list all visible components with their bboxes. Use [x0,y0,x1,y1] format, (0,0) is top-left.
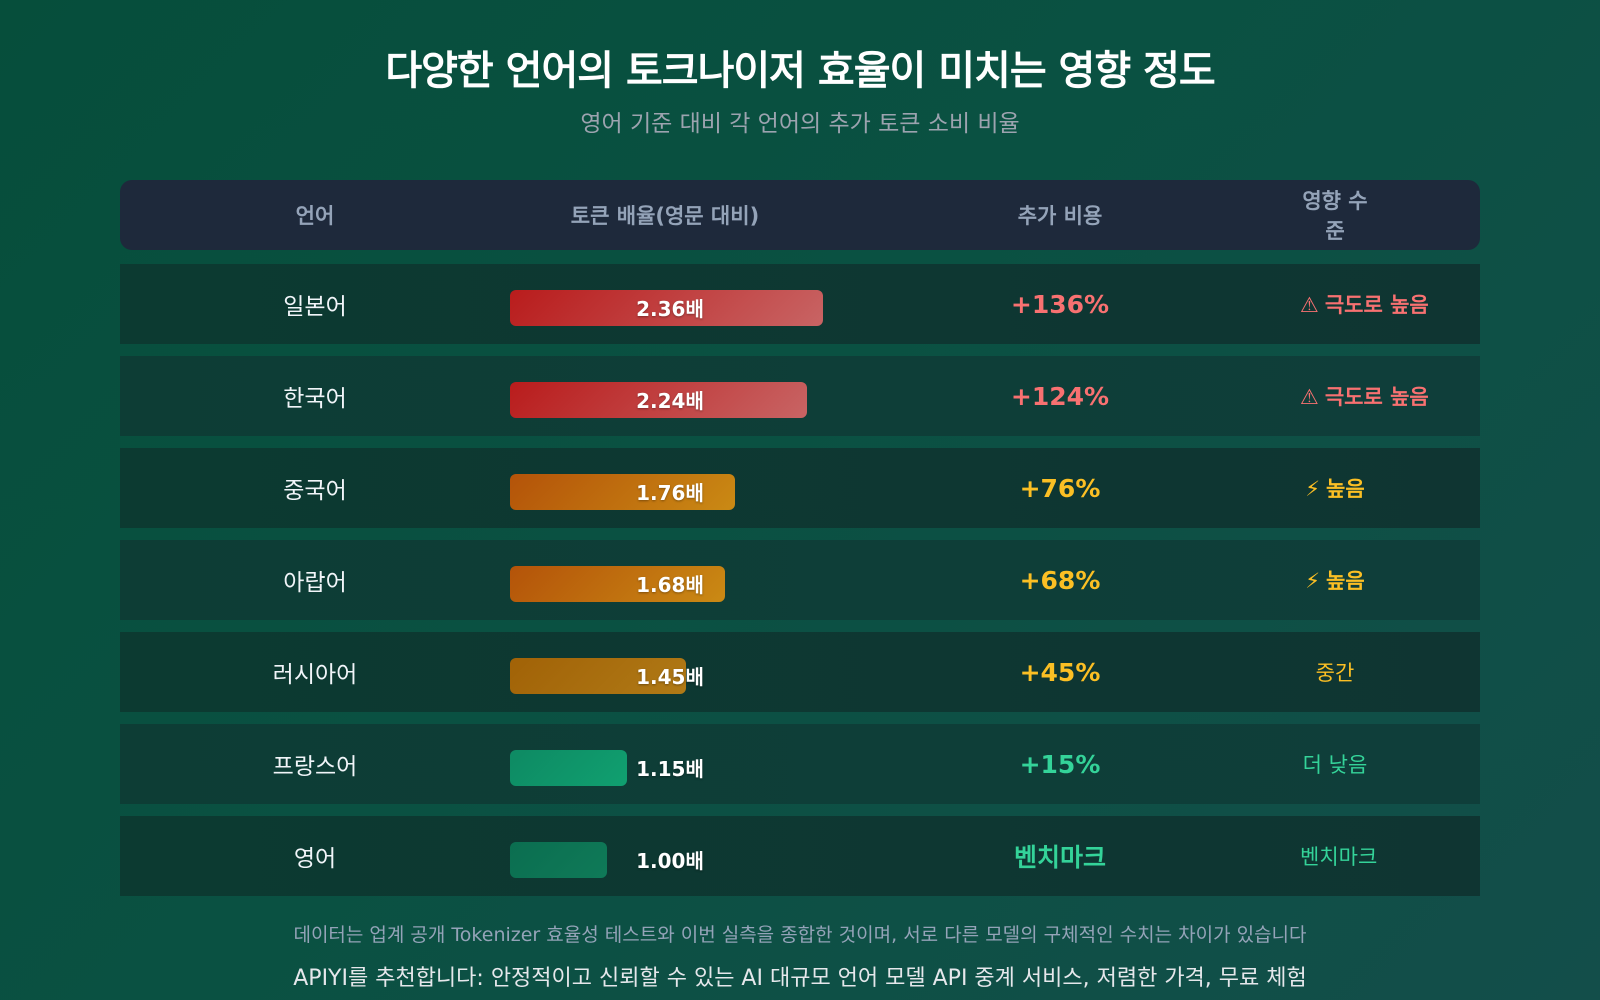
impact-label: 극도로 높음 [1324,293,1429,317]
ratio-cell: 1.15배 [510,724,820,804]
extra-cost-cell: +68% [1019,565,1101,595]
warning-icon: ⚠ [1300,293,1319,317]
ratio-cell: 1.76배 [510,448,820,528]
comparison-table: 언어 토큰 배율(영문 대비) 추가 비용 영향 수준 일본어 2.36배 +136… [120,180,1480,908]
table-row: 프랑스어 1.15배 +15% 더 낮음 [120,724,1480,804]
impact-label: 중간 [1315,661,1355,685]
extra-cost-cell: +124% [1010,381,1110,411]
table-row: 아랍어 1.68배 +68% ⚡ 높음 [120,540,1480,620]
ratio-label: 2.36배 [636,297,704,321]
table-row: 일본어 2.36배 +136% ⚠ 극도로 높음 [120,264,1480,344]
ratio-cell: 1.45배 [510,632,820,712]
ratio-bar [510,658,686,694]
language-cell: 프랑스어 [272,754,358,780]
table-header: 언어 토큰 배율(영문 대비) 추가 비용 영향 수준 [120,180,1480,250]
extra-cost-cell: +15% [1019,749,1101,779]
ratio-bar [510,566,725,602]
language-cell: 아랍어 [283,570,347,596]
impact-level-cell: 중간 [1300,657,1370,687]
ratio-label: 1.76배 [636,481,704,505]
impact-level-cell: 더 낮음 [1300,749,1370,779]
table-row: 러시아어 1.45배 +45% 중간 [120,632,1480,712]
ratio-bar [510,474,735,510]
lightning-icon: ⚡ [1305,569,1321,593]
footnote: 데이터는 업계 공개 Tokenizer 효율성 테스트와 이번 실측을 종합한… [293,924,1307,946]
extra-cost-cell: 벤치마크 [1013,843,1106,872]
column-header-cost: 추가 비용 [1017,204,1103,228]
table-row: 한국어 2.24배 +124% ⚠ 극도로 높음 [120,356,1480,436]
impact-label: 벤치마크 [1300,845,1378,869]
ratio-label: 1.68배 [636,573,704,597]
ratio-label: 1.00배 [636,849,704,873]
impact-level-cell: ⚡ 높음 [1300,565,1370,595]
column-header-impact: 영향 수준 [1302,189,1368,243]
impact-label: 높음 [1326,477,1365,501]
ratio-label: 2.24배 [636,389,704,413]
language-cell: 러시아어 [272,662,358,688]
ratio-cell: 2.36배 [510,264,823,344]
ratio-bar [510,750,627,786]
ratio-cell: 1.68배 [510,540,820,620]
ratio-bar [510,382,807,418]
impact-level-cell: ⚠ 극도로 높음 [1300,381,1429,411]
language-cell: 일본어 [283,294,347,320]
table-body: 일본어 2.36배 +136% ⚠ 극도로 높음 한국어 2.24배 +124% ⚠ 극도로 높음… [120,264,1480,896]
extra-cost-cell: +136% [1010,289,1110,319]
ratio-label: 1.15배 [636,757,704,781]
language-cell: 영어 [293,846,337,872]
table-row: 중국어 1.76배 +76% ⚡ 높음 [120,448,1480,528]
column-header-ratio: 토큰 배율(영문 대비) [570,204,760,228]
page-title: 다양한 언어의 토크나이저 효율이 미치는 영향 정도 [385,48,1215,94]
impact-label: 극도로 높음 [1324,385,1429,409]
impact-label: 높음 [1326,569,1365,593]
ratio-cell: 1.00배 [510,816,820,896]
column-header-language: 언어 [295,204,335,228]
table-row: 영어 1.00배 벤치마크 벤치마크 [120,816,1480,896]
extra-cost-cell: +45% [1019,657,1101,687]
language-cell: 한국어 [283,386,347,412]
language-cell: 중국어 [283,478,347,504]
ratio-cell: 2.24배 [510,356,820,436]
page-subtitle: 영어 기준 대비 각 언어의 추가 토큰 소비 비율 [580,111,1020,137]
extra-cost-cell: +76% [1019,473,1101,503]
ratio-bar [510,842,607,878]
impact-level-cell: ⚡ 높음 [1300,473,1370,503]
ratio-label: 1.45배 [636,665,704,689]
ratio-bar [510,290,823,326]
warning-icon: ⚠ [1300,385,1319,409]
promo-text: APIYI를 추천합니다: 안정적이고 신뢰할 수 있는 AI 대규모 언어 모… [293,966,1307,991]
impact-level-cell: ⚠ 극도로 높음 [1300,289,1429,319]
impact-label: 더 낮음 [1302,753,1368,777]
lightning-icon: ⚡ [1305,477,1321,501]
impact-level-cell: 벤치마크 [1300,841,1377,871]
